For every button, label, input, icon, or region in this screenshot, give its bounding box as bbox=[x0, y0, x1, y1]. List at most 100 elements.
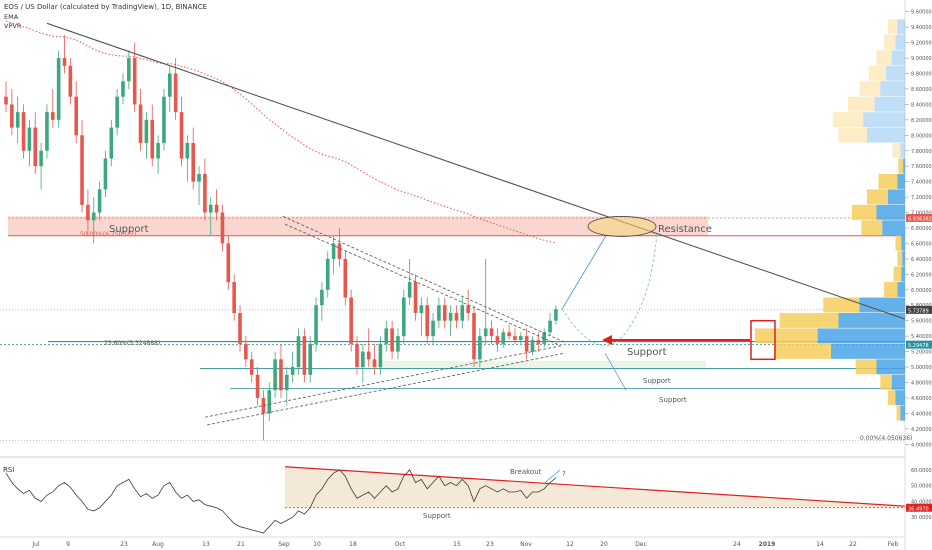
price-tick-label: 5.400000 bbox=[911, 334, 932, 340]
candle-body bbox=[396, 336, 400, 352]
volume-bar-up bbox=[895, 34, 905, 50]
indicator-vpvr-label: VPVR bbox=[4, 22, 22, 30]
candle-body bbox=[203, 173, 207, 213]
price-axis: 9.600000 9.400000 9.200000 9.000000 8.800000… bbox=[905, 10, 932, 448]
target-ellipse bbox=[587, 216, 657, 237]
candle-body bbox=[68, 65, 73, 97]
volume-bar-up bbox=[900, 405, 905, 421]
volume-bar-up bbox=[901, 266, 905, 282]
candles-layer bbox=[4, 34, 558, 441]
candle-body bbox=[507, 332, 511, 337]
price-tick-label: 7.200000 bbox=[911, 195, 932, 201]
price-tick-label: 4.800000 bbox=[911, 380, 932, 386]
resistance-label: Resistance bbox=[658, 224, 712, 235]
support-label-upper: Support bbox=[109, 224, 149, 235]
candle-body bbox=[238, 312, 242, 344]
volume-bar-down bbox=[893, 266, 902, 282]
price-tick-label: 7.600000 bbox=[911, 164, 932, 170]
volume-bar-down bbox=[859, 81, 881, 97]
projection-arrow-up bbox=[561, 235, 607, 310]
time-tick-label: 14 bbox=[816, 541, 824, 548]
price-tick-label: 7.000000 bbox=[911, 211, 932, 217]
candle-body bbox=[501, 332, 506, 344]
volume-bar-up bbox=[880, 81, 905, 97]
price-tick-label: 6.400000 bbox=[911, 257, 932, 263]
candle-body bbox=[56, 58, 61, 120]
volume-bar-down bbox=[896, 405, 901, 421]
rsi-downtrend-line bbox=[284, 466, 906, 507]
price-tick-label: 7.800000 bbox=[911, 149, 932, 155]
volume-bar-down bbox=[855, 359, 877, 375]
candle-body bbox=[431, 320, 435, 337]
price-tick-label: 9.200000 bbox=[911, 41, 932, 47]
triangle-upper-a bbox=[282, 216, 566, 343]
volume-bar-up bbox=[900, 143, 905, 158]
candle-body bbox=[407, 282, 412, 298]
price-tick-label: 8.800000 bbox=[911, 72, 932, 78]
candle-body bbox=[548, 320, 552, 333]
candle-body bbox=[361, 351, 365, 368]
price-tick-label: 9.000000 bbox=[911, 56, 932, 62]
time-tick-label: 24 bbox=[733, 541, 741, 548]
red-highlight-box bbox=[750, 319, 776, 361]
price-tick-label: 5.200000 bbox=[911, 350, 932, 356]
chart-title: EOS / US Dollar (calculated by TradingVi… bbox=[4, 3, 207, 11]
candle-body bbox=[554, 309, 558, 321]
time-tick-label: Dec bbox=[635, 541, 647, 548]
candle-body bbox=[21, 112, 26, 151]
candle-body bbox=[39, 150, 43, 167]
time-tick-label: 21 bbox=[237, 541, 245, 548]
candle-body bbox=[115, 96, 119, 128]
candle-body bbox=[97, 189, 102, 213]
volume-bar-down bbox=[884, 34, 896, 50]
time-tick-label: Oct bbox=[395, 541, 406, 548]
candle-body bbox=[80, 135, 84, 205]
volume-bar-down bbox=[887, 19, 898, 35]
volume-bar-down bbox=[851, 204, 877, 220]
price-badge-label: 5.29478 bbox=[908, 343, 929, 349]
major-downtrend-line bbox=[46, 22, 906, 320]
candle-body bbox=[173, 73, 178, 113]
time-tick-label: 18 bbox=[349, 541, 357, 548]
time-tick-label: 23 bbox=[120, 541, 128, 548]
time-tick-label: 9 bbox=[66, 541, 70, 548]
triangle-lower-b bbox=[206, 352, 566, 426]
price-tick-label: 6.600000 bbox=[911, 241, 932, 247]
volume-bar-up bbox=[859, 297, 905, 313]
support-label-low1: Support bbox=[643, 377, 671, 385]
red-arrow-head bbox=[602, 335, 612, 345]
volume-bar-down bbox=[773, 343, 831, 359]
price-badge-label: 6.936382 bbox=[908, 216, 932, 222]
candle-body bbox=[127, 58, 131, 82]
volume-bar-down bbox=[895, 235, 902, 251]
volume-bar-up bbox=[817, 328, 905, 344]
candle-body bbox=[519, 336, 523, 340]
candle-body bbox=[255, 374, 260, 398]
volume-bar-down bbox=[898, 158, 904, 174]
price-tick-label: 8.400000 bbox=[911, 102, 932, 108]
volume-bar-up bbox=[867, 127, 905, 143]
price-tick-label: 4.200000 bbox=[911, 427, 932, 433]
time-tick-label: 12 bbox=[566, 541, 574, 548]
volume-bar-down bbox=[880, 374, 892, 390]
breakout-label: Breakout bbox=[510, 468, 542, 476]
rsi-badge bbox=[906, 503, 932, 512]
candle-body bbox=[419, 305, 424, 313]
price-tick-label: 9.400000 bbox=[911, 25, 932, 31]
rsi-tick-label: 50.0000 bbox=[911, 484, 932, 490]
volume-bar-down bbox=[832, 112, 864, 128]
candle-body bbox=[448, 312, 453, 321]
candle-body bbox=[425, 305, 429, 337]
volume-bar-down bbox=[876, 50, 892, 66]
volume-bar-up bbox=[897, 173, 905, 189]
time-tick-label: Sep bbox=[278, 541, 290, 548]
price-tick-label: 5.000000 bbox=[911, 365, 932, 371]
candle-body bbox=[437, 305, 441, 321]
candle-body bbox=[10, 104, 14, 128]
candle-body bbox=[244, 343, 248, 360]
candle-body bbox=[214, 204, 219, 213]
volume-bar-down bbox=[897, 251, 903, 267]
time-tick-label: 13 bbox=[202, 541, 210, 548]
ema-layer bbox=[5, 20, 557, 244]
